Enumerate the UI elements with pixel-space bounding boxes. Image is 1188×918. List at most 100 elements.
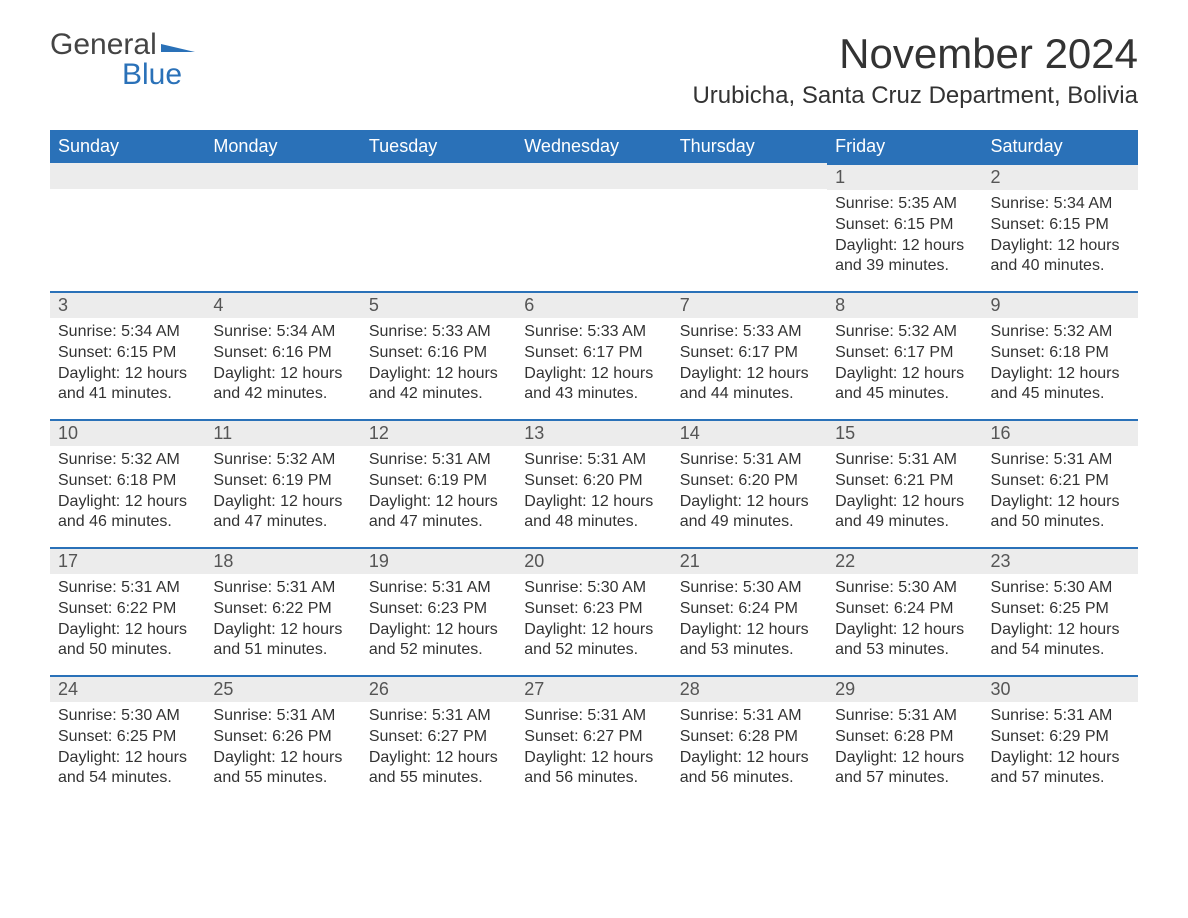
sunrise-line: Sunrise: 5:31 AM — [213, 706, 352, 727]
daylight-line: Daylight: 12 hours and 46 minutes. — [58, 492, 197, 534]
sunrise-line: Sunrise: 5:33 AM — [524, 322, 663, 343]
day-header: Tuesday — [361, 130, 516, 163]
day-body: Sunrise: 5:30 AMSunset: 6:24 PMDaylight:… — [827, 574, 982, 669]
sunrise-line: Sunrise: 5:31 AM — [680, 706, 819, 727]
daylight-line: Daylight: 12 hours and 44 minutes. — [680, 364, 819, 406]
empty-daynum — [672, 163, 827, 189]
calendar-cell: 23Sunrise: 5:30 AMSunset: 6:25 PMDayligh… — [983, 547, 1138, 675]
daylight-line: Daylight: 12 hours and 57 minutes. — [835, 748, 974, 790]
day-number: 25 — [205, 675, 360, 702]
calendar-week: 17Sunrise: 5:31 AMSunset: 6:22 PMDayligh… — [50, 547, 1138, 675]
daylight-line: Daylight: 12 hours and 50 minutes. — [991, 492, 1130, 534]
sunset-line: Sunset: 6:24 PM — [680, 599, 819, 620]
calendar-cell: 20Sunrise: 5:30 AMSunset: 6:23 PMDayligh… — [516, 547, 671, 675]
sunset-line: Sunset: 6:28 PM — [680, 727, 819, 748]
daylight-line: Daylight: 12 hours and 43 minutes. — [524, 364, 663, 406]
sunrise-line: Sunrise: 5:33 AM — [680, 322, 819, 343]
daylight-line: Daylight: 12 hours and 45 minutes. — [835, 364, 974, 406]
day-header: Sunday — [50, 130, 205, 163]
calendar-cell: 14Sunrise: 5:31 AMSunset: 6:20 PMDayligh… — [672, 419, 827, 547]
calendar-cell: 4Sunrise: 5:34 AMSunset: 6:16 PMDaylight… — [205, 291, 360, 419]
daylight-line: Daylight: 12 hours and 52 minutes. — [524, 620, 663, 662]
day-number: 4 — [205, 291, 360, 318]
calendar-cell: 19Sunrise: 5:31 AMSunset: 6:23 PMDayligh… — [361, 547, 516, 675]
calendar-cell: 7Sunrise: 5:33 AMSunset: 6:17 PMDaylight… — [672, 291, 827, 419]
calendar-cell: 27Sunrise: 5:31 AMSunset: 6:27 PMDayligh… — [516, 675, 671, 803]
sunrise-line: Sunrise: 5:30 AM — [991, 578, 1130, 599]
calendar-week: 24Sunrise: 5:30 AMSunset: 6:25 PMDayligh… — [50, 675, 1138, 803]
sunset-line: Sunset: 6:17 PM — [524, 343, 663, 364]
sunrise-line: Sunrise: 5:34 AM — [58, 322, 197, 343]
day-body: Sunrise: 5:31 AMSunset: 6:23 PMDaylight:… — [361, 574, 516, 669]
day-body: Sunrise: 5:31 AMSunset: 6:27 PMDaylight:… — [361, 702, 516, 797]
calendar-week: 10Sunrise: 5:32 AMSunset: 6:18 PMDayligh… — [50, 419, 1138, 547]
day-body: Sunrise: 5:33 AMSunset: 6:17 PMDaylight:… — [672, 318, 827, 413]
day-body: Sunrise: 5:34 AMSunset: 6:15 PMDaylight:… — [983, 190, 1138, 285]
day-number: 8 — [827, 291, 982, 318]
sunset-line: Sunset: 6:27 PM — [369, 727, 508, 748]
sunset-line: Sunset: 6:20 PM — [680, 471, 819, 492]
sunset-line: Sunset: 6:17 PM — [835, 343, 974, 364]
calendar-week: 3Sunrise: 5:34 AMSunset: 6:15 PMDaylight… — [50, 291, 1138, 419]
calendar-cell — [516, 163, 671, 291]
sunset-line: Sunset: 6:16 PM — [369, 343, 508, 364]
day-body: Sunrise: 5:31 AMSunset: 6:21 PMDaylight:… — [827, 446, 982, 541]
day-header: Wednesday — [516, 130, 671, 163]
day-body: Sunrise: 5:30 AMSunset: 6:23 PMDaylight:… — [516, 574, 671, 669]
day-number: 16 — [983, 419, 1138, 446]
day-number: 6 — [516, 291, 671, 318]
daylight-line: Daylight: 12 hours and 49 minutes. — [835, 492, 974, 534]
day-body: Sunrise: 5:33 AMSunset: 6:17 PMDaylight:… — [516, 318, 671, 413]
logo-triangle-icon — [161, 28, 195, 58]
sunset-line: Sunset: 6:23 PM — [524, 599, 663, 620]
sunset-line: Sunset: 6:18 PM — [58, 471, 197, 492]
daylight-line: Daylight: 12 hours and 47 minutes. — [369, 492, 508, 534]
day-number: 17 — [50, 547, 205, 574]
calendar-cell: 29Sunrise: 5:31 AMSunset: 6:28 PMDayligh… — [827, 675, 982, 803]
day-number: 2 — [983, 163, 1138, 190]
sunset-line: Sunset: 6:15 PM — [58, 343, 197, 364]
calendar-cell: 10Sunrise: 5:32 AMSunset: 6:18 PMDayligh… — [50, 419, 205, 547]
day-body: Sunrise: 5:31 AMSunset: 6:19 PMDaylight:… — [361, 446, 516, 541]
sunset-line: Sunset: 6:16 PM — [213, 343, 352, 364]
day-body: Sunrise: 5:34 AMSunset: 6:15 PMDaylight:… — [50, 318, 205, 413]
sunrise-line: Sunrise: 5:32 AM — [58, 450, 197, 471]
sunrise-line: Sunrise: 5:31 AM — [369, 450, 508, 471]
calendar-cell: 22Sunrise: 5:30 AMSunset: 6:24 PMDayligh… — [827, 547, 982, 675]
daylight-line: Daylight: 12 hours and 56 minutes. — [680, 748, 819, 790]
sunset-line: Sunset: 6:24 PM — [835, 599, 974, 620]
daylight-line: Daylight: 12 hours and 54 minutes. — [58, 748, 197, 790]
calendar-cell: 30Sunrise: 5:31 AMSunset: 6:29 PMDayligh… — [983, 675, 1138, 803]
sunset-line: Sunset: 6:21 PM — [991, 471, 1130, 492]
location-subtitle: Urubicha, Santa Cruz Department, Bolivia — [692, 82, 1138, 110]
sunrise-line: Sunrise: 5:30 AM — [835, 578, 974, 599]
calendar-cell: 18Sunrise: 5:31 AMSunset: 6:22 PMDayligh… — [205, 547, 360, 675]
day-number: 23 — [983, 547, 1138, 574]
day-body: Sunrise: 5:31 AMSunset: 6:28 PMDaylight:… — [827, 702, 982, 797]
daylight-line: Daylight: 12 hours and 47 minutes. — [213, 492, 352, 534]
sunrise-line: Sunrise: 5:31 AM — [835, 706, 974, 727]
calendar-cell: 9Sunrise: 5:32 AMSunset: 6:18 PMDaylight… — [983, 291, 1138, 419]
sunset-line: Sunset: 6:29 PM — [991, 727, 1130, 748]
daylight-line: Daylight: 12 hours and 39 minutes. — [835, 236, 974, 278]
sunset-line: Sunset: 6:25 PM — [991, 599, 1130, 620]
day-body: Sunrise: 5:30 AMSunset: 6:25 PMDaylight:… — [983, 574, 1138, 669]
sunrise-line: Sunrise: 5:30 AM — [680, 578, 819, 599]
sunrise-line: Sunrise: 5:31 AM — [680, 450, 819, 471]
day-body: Sunrise: 5:30 AMSunset: 6:24 PMDaylight:… — [672, 574, 827, 669]
calendar-cell: 26Sunrise: 5:31 AMSunset: 6:27 PMDayligh… — [361, 675, 516, 803]
calendar-cell: 12Sunrise: 5:31 AMSunset: 6:19 PMDayligh… — [361, 419, 516, 547]
sunset-line: Sunset: 6:20 PM — [524, 471, 663, 492]
sunrise-line: Sunrise: 5:32 AM — [991, 322, 1130, 343]
calendar-cell: 16Sunrise: 5:31 AMSunset: 6:21 PMDayligh… — [983, 419, 1138, 547]
daylight-line: Daylight: 12 hours and 53 minutes. — [835, 620, 974, 662]
day-body: Sunrise: 5:31 AMSunset: 6:21 PMDaylight:… — [983, 446, 1138, 541]
title-block: November 2024 Urubicha, Santa Cruz Depar… — [692, 30, 1138, 122]
day-header: Thursday — [672, 130, 827, 163]
calendar-cell — [205, 163, 360, 291]
sunset-line: Sunset: 6:15 PM — [991, 215, 1130, 236]
sunrise-line: Sunrise: 5:30 AM — [524, 578, 663, 599]
calendar-cell: 1Sunrise: 5:35 AMSunset: 6:15 PMDaylight… — [827, 163, 982, 291]
sunrise-line: Sunrise: 5:31 AM — [524, 450, 663, 471]
daylight-line: Daylight: 12 hours and 51 minutes. — [213, 620, 352, 662]
